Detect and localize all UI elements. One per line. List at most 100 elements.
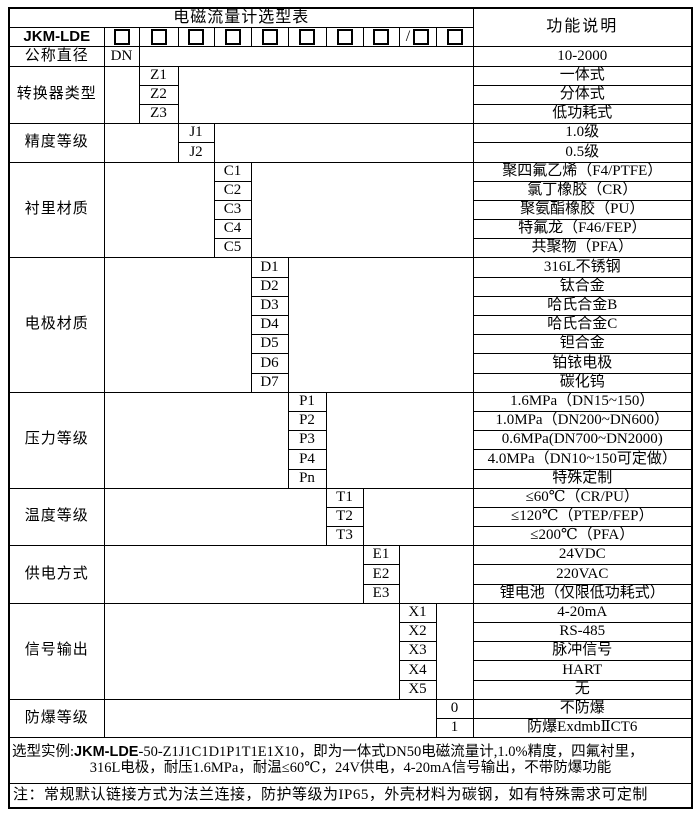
- option-code: 0: [435, 698, 474, 719]
- option-code: X3: [398, 641, 437, 662]
- spec-row: T3 ≤200℃（PFA）: [9, 526, 693, 547]
- option-code: D1: [250, 257, 289, 278]
- option-description: 1.0级: [472, 123, 693, 144]
- checkbox-icon: [299, 29, 315, 46]
- code-checkbox-cell-1[interactable]: [103, 27, 140, 48]
- spacer-cell: [213, 123, 474, 163]
- checkbox-icon: [373, 29, 389, 46]
- option-description: 特殊定制: [472, 468, 693, 489]
- option-code: E3: [362, 583, 400, 604]
- option-code: C2: [213, 180, 252, 201]
- spec-row: J2 0.5级: [9, 142, 693, 163]
- spec-row: C2 氯丁橡胶（CR）: [9, 180, 693, 201]
- code-checkbox-cell-8[interactable]: [362, 27, 400, 48]
- category-label: 衬里材质: [8, 161, 105, 259]
- option-code: X2: [398, 621, 437, 643]
- option-code: E2: [362, 564, 400, 585]
- spec-row: 温度等级 T1 ≤60℃（CR/PU）: [8, 487, 693, 547]
- code-checkbox-cell-5[interactable]: [250, 27, 289, 48]
- spec-row: 公称直径 DN 10-2000: [8, 46, 693, 67]
- spec-row: D3 哈氏合金B: [9, 295, 693, 317]
- option-code: D4: [250, 314, 289, 336]
- option-code: D6: [250, 353, 289, 374]
- option-code: J2: [177, 142, 215, 163]
- option-description: 聚四氟乙烯（F4/PTFE）: [472, 161, 693, 182]
- option-code: P4: [287, 449, 327, 470]
- spacer-cell: [103, 545, 364, 604]
- category-label: 供电方式: [8, 545, 105, 604]
- option-description: 1.6MPa（DN15~150）: [472, 391, 693, 412]
- option-description: 4-20mA: [472, 602, 693, 624]
- category-label: 压力等级: [8, 391, 105, 489]
- category-label: 转换器类型: [8, 65, 105, 125]
- example-brand: JKM-LDE: [74, 744, 139, 761]
- option-description: 哈氏合金C: [472, 314, 693, 336]
- code-checkbox-cell-9[interactable]: /: [398, 27, 437, 48]
- option-description: 氯丁橡胶（CR）: [472, 180, 693, 201]
- spacer-cell: [325, 391, 474, 489]
- code-checkbox-cell-7[interactable]: [325, 27, 364, 48]
- code-checkbox-cell-3[interactable]: [177, 27, 215, 48]
- code-checkbox-cell-4[interactable]: [213, 27, 252, 48]
- spacer-cell: [103, 257, 252, 393]
- spec-row: Pn 特殊定制: [9, 468, 693, 489]
- category-label: 温度等级: [8, 487, 105, 547]
- spec-row: D5 钽合金: [9, 334, 693, 355]
- model-code-row: JKM-LDE /: [8, 27, 692, 48]
- option-code: P3: [287, 430, 327, 451]
- option-code: T2: [325, 506, 364, 528]
- option-description: ≤120℃（PTEP/FEP）: [472, 506, 693, 528]
- code-checkbox-cell-2[interactable]: [138, 27, 179, 48]
- example-row: 选型实例:JKM-LDE-50-Z1J1C1D1P1T1E1X10，即为一体式D…: [8, 737, 693, 785]
- option-description: 无: [472, 679, 693, 700]
- spec-row: Z3 低功耗式: [9, 103, 693, 125]
- category-label: 公称直径: [8, 46, 105, 67]
- spec-row: 转换器类型 Z1 一体式: [8, 65, 693, 125]
- spec-row: 供电方式 E1 24VDC: [8, 545, 693, 604]
- category-label: 防爆等级: [8, 698, 105, 739]
- spacer-cell: [103, 698, 437, 739]
- option-code: X5: [398, 679, 437, 700]
- spacer-cell: [398, 545, 474, 604]
- example-label: 选型实例:: [12, 744, 75, 761]
- option-description: 防爆ExdmbⅡCT6: [472, 717, 693, 739]
- checkbox-icon: [261, 29, 278, 46]
- option-description: 特氟龙（F46/FEP）: [472, 219, 693, 240]
- option-code: Z1: [138, 65, 179, 86]
- option-code: C1: [213, 161, 252, 182]
- spec-row: 电极材质 D1 316L不锈钢: [8, 257, 693, 393]
- spec-row: E3 锂电池（仅限低功耗式）: [9, 583, 693, 604]
- table-footer-rows: 选型实例:JKM-LDE-50-Z1J1C1D1P1T1E1X10，即为一体式D…: [8, 737, 693, 809]
- option-description: 220VAC: [472, 564, 693, 585]
- spacer-cell: [362, 487, 474, 547]
- category-label: 信号输出: [8, 602, 105, 700]
- option-description: 哈氏合金B: [472, 295, 693, 317]
- spec-row: D7 碳化钨: [9, 372, 693, 393]
- option-code: P2: [287, 410, 327, 432]
- spec-row: C5 共聚物（PFA）: [9, 238, 693, 259]
- option-description: 碳化钨: [472, 372, 693, 393]
- code-checkbox-cell-6[interactable]: [287, 27, 327, 48]
- selection-example: 选型实例:JKM-LDE-50-Z1J1C1D1P1T1E1X10，即为一体式D…: [8, 737, 693, 785]
- option-description: 不防爆: [472, 698, 693, 719]
- code-checkbox-cell-10[interactable]: [435, 27, 474, 48]
- spacer-cell: [138, 46, 474, 67]
- option-code: Pn: [287, 468, 327, 489]
- option-code: Z3: [138, 103, 179, 125]
- option-code: D5: [250, 334, 289, 355]
- spacer-cell: [103, 602, 400, 700]
- spacer-cell: [103, 391, 289, 489]
- option-code: J1: [177, 123, 215, 144]
- option-description: 4.0MPa（DN10~150可定做）: [472, 449, 693, 470]
- option-description: 24VDC: [472, 545, 693, 566]
- option-description: 钽合金: [472, 334, 693, 355]
- option-description: HART: [472, 660, 693, 681]
- spec-row: 信号输出 X1 4-20mA: [8, 602, 693, 700]
- option-description: 1.0MPa（DN200~DN600）: [472, 410, 693, 432]
- option-description: 低功耗式: [472, 103, 693, 125]
- option-code: T3: [325, 526, 364, 547]
- slash-separator: /: [405, 27, 411, 45]
- option-code: X1: [398, 602, 437, 624]
- spacer-cell: [103, 123, 179, 163]
- option-code: T1: [325, 487, 364, 508]
